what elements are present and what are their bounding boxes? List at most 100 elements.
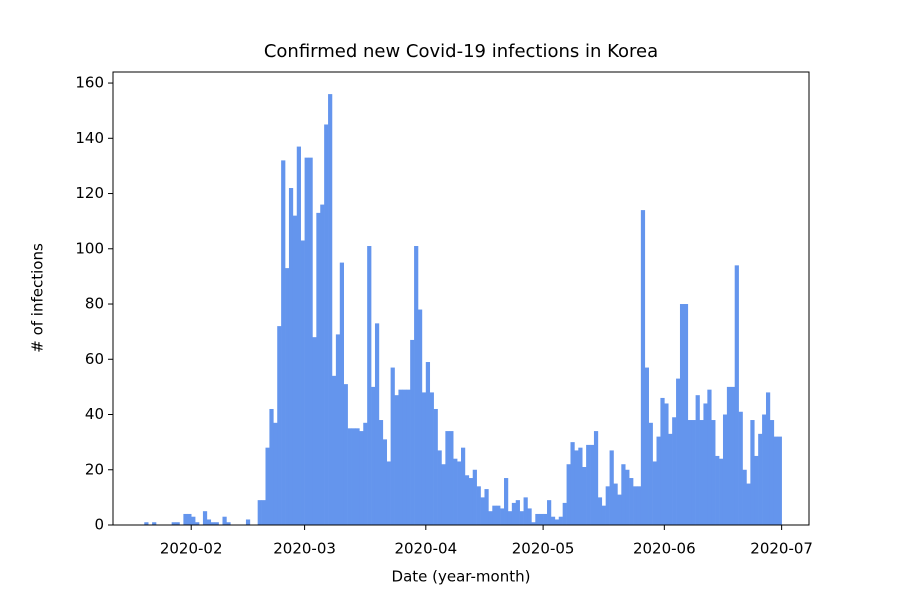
- bar: [492, 505, 497, 525]
- bar: [726, 386, 732, 525]
- bar: [652, 461, 657, 525]
- bar: [421, 392, 427, 525]
- bar: [324, 124, 329, 526]
- bar: [378, 420, 384, 525]
- bar: [339, 262, 344, 525]
- bar: [371, 386, 376, 525]
- x-axis-label: Date (year-month): [392, 568, 531, 586]
- y-tick-label: 20: [85, 460, 104, 478]
- bar: [765, 392, 771, 525]
- bar: [374, 323, 380, 525]
- bar: [144, 522, 149, 525]
- bar: [660, 397, 665, 525]
- bar: [484, 489, 489, 525]
- bar: [437, 450, 442, 525]
- bar: [461, 447, 466, 525]
- bar: [750, 420, 755, 525]
- bar: [668, 433, 673, 525]
- bar: [515, 500, 520, 525]
- bar: [734, 265, 739, 525]
- bar: [226, 522, 231, 525]
- bar: [171, 522, 176, 525]
- x-tick-label: 2020-05: [512, 540, 575, 558]
- bar: [695, 395, 700, 525]
- bar: [269, 408, 274, 525]
- bar: [265, 447, 270, 525]
- bar: [476, 486, 481, 525]
- bar: [566, 464, 571, 525]
- bar: [633, 486, 638, 525]
- bar: [574, 450, 579, 525]
- bar: [613, 483, 618, 525]
- bar: [644, 367, 649, 525]
- bar: [550, 516, 556, 525]
- bar: [281, 160, 286, 525]
- bar: [320, 204, 325, 525]
- bar: [562, 502, 567, 525]
- bar: [195, 522, 200, 525]
- bar: [328, 94, 333, 525]
- bar: [543, 513, 548, 525]
- bar: [472, 469, 477, 525]
- bar: [703, 403, 708, 525]
- bar: [500, 508, 505, 525]
- bar: [335, 334, 341, 525]
- bar: [679, 304, 685, 525]
- bar: [762, 414, 767, 525]
- x-tick-label: 2020-03: [273, 540, 336, 558]
- bar: [547, 500, 552, 525]
- bar: [699, 420, 704, 525]
- bar: [531, 522, 536, 525]
- bar: [640, 210, 646, 526]
- bar: [746, 483, 751, 525]
- bar: [445, 431, 450, 525]
- bar: [593, 431, 599, 525]
- y-tick-label: 140: [75, 129, 104, 147]
- x-tick-label: 2020-04: [394, 540, 457, 558]
- bar: [425, 362, 431, 525]
- bar: [402, 389, 407, 525]
- bar: [288, 188, 294, 525]
- bar: [457, 461, 462, 525]
- bar: [273, 422, 278, 525]
- bar: [480, 497, 485, 525]
- y-axis-label: # of infections: [29, 243, 47, 353]
- x-tick-label: 2020-07: [750, 540, 813, 558]
- bar: [496, 505, 501, 525]
- bar: [210, 522, 215, 525]
- bar: [433, 408, 438, 525]
- bar: [558, 516, 563, 525]
- bar: [308, 157, 313, 525]
- bar: [672, 417, 677, 525]
- bar: [523, 497, 528, 525]
- bar: [277, 326, 282, 525]
- bar: [636, 486, 642, 525]
- bar: [245, 519, 251, 525]
- bar: [359, 431, 364, 525]
- bar: [296, 146, 301, 525]
- bar: [691, 420, 696, 525]
- bar: [722, 414, 728, 525]
- bar: [355, 428, 360, 525]
- bar: [605, 486, 610, 525]
- bar: [527, 508, 532, 525]
- bar: [331, 375, 337, 525]
- bar: [417, 309, 423, 525]
- bar: [769, 420, 775, 525]
- bar: [304, 157, 309, 525]
- bar: [183, 513, 188, 525]
- bar: [586, 444, 591, 525]
- bar: [175, 522, 180, 525]
- bar: [191, 516, 196, 525]
- bar: [152, 522, 157, 525]
- bar: [648, 422, 653, 525]
- bar: [363, 422, 368, 525]
- bar: [625, 469, 630, 525]
- bar: [382, 439, 388, 525]
- y-tick-label: 100: [75, 239, 104, 257]
- bar: [351, 428, 356, 525]
- bar: [187, 513, 192, 525]
- bar: [609, 450, 614, 525]
- bar: [312, 337, 317, 525]
- bar: [629, 478, 634, 525]
